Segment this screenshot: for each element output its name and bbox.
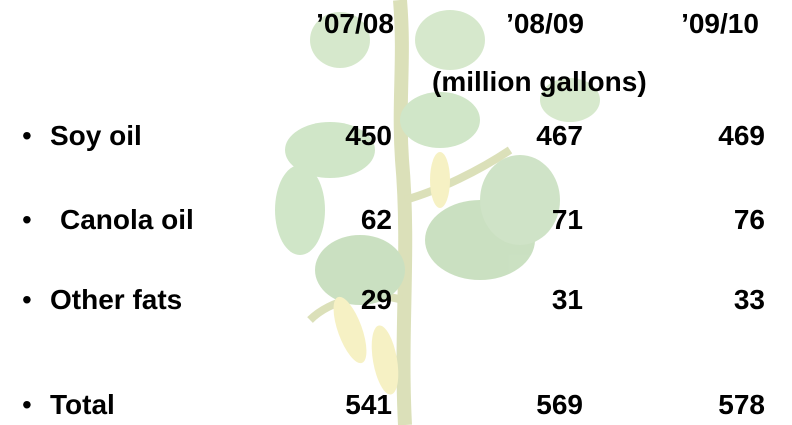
column-header: ’09/10 — [640, 8, 792, 40]
unit-label: (million gallons) — [432, 66, 647, 98]
cell-value: 578 — [645, 389, 765, 421]
bullet: • — [22, 389, 32, 421]
column-header: ’08/09 — [465, 8, 625, 40]
cell-value: 71 — [463, 204, 583, 236]
bullet: • — [22, 120, 32, 152]
cell-value: 467 — [463, 120, 583, 152]
cell-value: 541 — [272, 389, 392, 421]
row-label: Canola oil — [60, 204, 194, 236]
cell-value: 450 — [272, 120, 392, 152]
cell-value: 62 — [272, 204, 392, 236]
cell-value: 469 — [645, 120, 765, 152]
cell-value: 33 — [645, 284, 765, 316]
row-label: Other fats — [50, 284, 182, 316]
row-label: Soy oil — [50, 120, 142, 152]
cell-value: 569 — [463, 389, 583, 421]
cell-value: 76 — [645, 204, 765, 236]
row-label: Total — [50, 389, 115, 421]
cell-value: 31 — [463, 284, 583, 316]
bullet: • — [22, 204, 32, 236]
bullet: • — [22, 284, 32, 316]
slide: ’07/08 ’08/09 ’09/10 (million gallons) •… — [0, 0, 792, 425]
cell-value: 29 — [272, 284, 392, 316]
column-header: ’07/08 — [275, 8, 435, 40]
